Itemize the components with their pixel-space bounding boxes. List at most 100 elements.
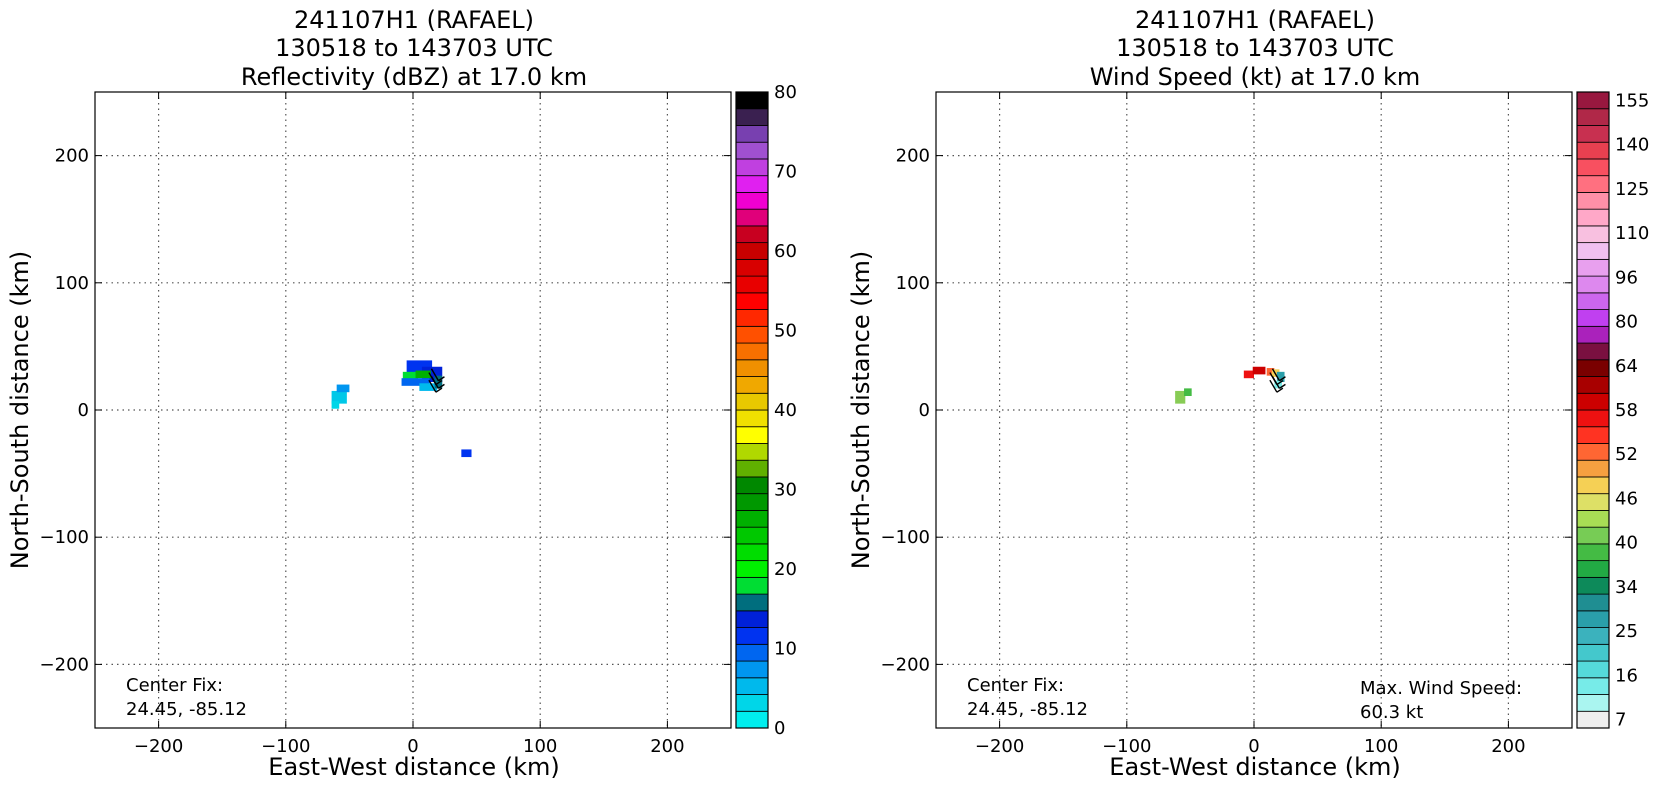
colorbar-segment <box>1576 392 1610 411</box>
colorbar-tick-label: 80 <box>1615 312 1638 333</box>
wind-barb-flag <box>1276 379 1284 386</box>
wind-y-axis-label: North-South distance (km) <box>847 251 875 570</box>
wind-barb-staff <box>1269 372 1278 385</box>
colorbar-segment <box>735 593 769 612</box>
colorbar-segment <box>735 443 769 461</box>
data-cell <box>1252 366 1266 375</box>
x-tick-label: 100 <box>523 736 557 757</box>
data-cell <box>331 390 347 404</box>
colorbar-segment <box>1576 192 1610 210</box>
colorbar-tick-label: 7 <box>1615 710 1626 731</box>
x-tick-label: −100 <box>261 736 310 757</box>
wind-x-axis-label: East-West distance (km) <box>1109 753 1400 781</box>
reflectivity-colorbar: 0 10 20 30 40 50 60 70 80 <box>735 82 797 739</box>
colorbar-segment <box>1576 325 1610 344</box>
colorbar-segment <box>1576 258 1610 277</box>
colorbar-segment <box>1576 292 1610 310</box>
colorbar-segment <box>1576 493 1610 511</box>
colorbar-segment <box>735 292 769 310</box>
colorbar-segment <box>735 493 769 511</box>
colorbar-segment <box>1576 376 1610 394</box>
wind-speed-panel: 241107H1 (RAFAEL) 130518 to 143703 UTC W… <box>847 6 1649 781</box>
colorbar-segment <box>1576 593 1610 612</box>
y-tick-label: 100 <box>896 273 930 294</box>
wind-plot-frame <box>935 91 1573 729</box>
reflectivity-plot-frame <box>94 91 732 729</box>
colorbar-segment <box>735 694 769 712</box>
colorbar-frame <box>735 91 769 729</box>
colorbar-segment <box>1576 443 1610 461</box>
y-tick-label: 0 <box>78 400 89 421</box>
data-cell <box>1276 371 1285 383</box>
colorbar-segment <box>1576 108 1610 126</box>
x-tick-label: −200 <box>975 736 1024 757</box>
colorbar-segment <box>1576 359 1610 377</box>
data-cell <box>331 401 340 409</box>
colorbar-segment <box>1576 476 1610 495</box>
colorbar-segment <box>735 576 769 595</box>
colorbar-segment <box>1576 125 1610 143</box>
colorbar-segment <box>735 141 769 160</box>
reflectivity-x-axis-label: East-West distance (km) <box>268 753 559 781</box>
colorbar-segment <box>735 426 769 444</box>
wind-barb-staff <box>428 379 437 393</box>
x-tick-label: −200 <box>134 736 183 757</box>
colorbar-segment <box>1576 610 1610 628</box>
y-tick-label: −200 <box>881 654 930 675</box>
data-cell <box>1274 380 1282 389</box>
colorbar-segment <box>1576 275 1610 294</box>
reflectivity-data-cells <box>331 360 472 458</box>
colorbar-segment <box>735 258 769 277</box>
max-wind-speed-label: Max. Wind Speed: <box>1360 678 1522 699</box>
colorbar-tick-label: 34 <box>1615 577 1638 598</box>
data-cell <box>401 378 430 386</box>
colorbar-segment <box>1576 158 1610 177</box>
colorbar-tick-label: 80 <box>774 82 797 103</box>
colorbar-segment <box>1576 208 1610 227</box>
wind-grid <box>936 92 1572 728</box>
y-tick-label: 0 <box>919 400 930 421</box>
colorbar-segment <box>735 108 769 126</box>
colorbar-tick-label: 10 <box>774 639 797 660</box>
colorbar-segment <box>735 376 769 394</box>
reflectivity-y-axis-label: North-South distance (km) <box>6 251 34 570</box>
colorbar-segment <box>735 208 769 227</box>
data-cell <box>402 371 419 383</box>
colorbar-segment <box>735 560 769 578</box>
wind-center-fix-value: 24.45, -85.12 <box>967 699 1088 720</box>
y-tick-label: −100 <box>40 527 89 548</box>
colorbar-segment <box>1576 141 1610 160</box>
colorbar-tick-label: 40 <box>1615 533 1638 554</box>
data-cell <box>1175 390 1186 404</box>
x-tick-label: 100 <box>1364 736 1398 757</box>
colorbar-segment <box>735 392 769 411</box>
y-tick-label: −200 <box>40 654 89 675</box>
reflectivity-panel: 241107H1 (RAFAEL) 130518 to 143703 UTC R… <box>6 6 797 781</box>
colorbar-segment <box>1576 643 1610 662</box>
colorbar-segment <box>735 459 769 478</box>
reflectivity-grid <box>95 92 731 728</box>
colorbar-tick-label: 25 <box>1615 621 1638 642</box>
reflectivity-tick-labels: −200 −100 0 100 200 −200 −100 0 100 200 <box>40 92 731 757</box>
colorbar-segment <box>1576 309 1610 327</box>
colorbar-segment <box>1576 91 1610 110</box>
x-tick-label: 0 <box>1248 736 1259 757</box>
wind-title-line-3: Wind Speed (kt) at 17.0 km <box>1090 63 1421 91</box>
colorbar-segment <box>1576 694 1610 712</box>
colorbar-tick-label: 20 <box>774 559 797 580</box>
wind-data-cells <box>1175 366 1285 404</box>
x-tick-label: −100 <box>1102 736 1151 757</box>
data-cell <box>1243 370 1254 379</box>
data-cell <box>336 384 350 393</box>
data-cell <box>461 449 472 458</box>
wind-barb-flag <box>1276 387 1284 393</box>
colorbar-segment <box>1576 627 1610 645</box>
max-wind-speed-value: 60.3 kt <box>1360 702 1423 723</box>
colorbar-segment <box>735 543 769 562</box>
wind-barb-flag <box>435 387 443 393</box>
wind-barb-staff <box>1269 379 1278 393</box>
y-tick-label: 200 <box>896 146 930 167</box>
colorbar-segment <box>735 710 769 729</box>
colorbar-tick-label: 110 <box>1615 223 1649 244</box>
